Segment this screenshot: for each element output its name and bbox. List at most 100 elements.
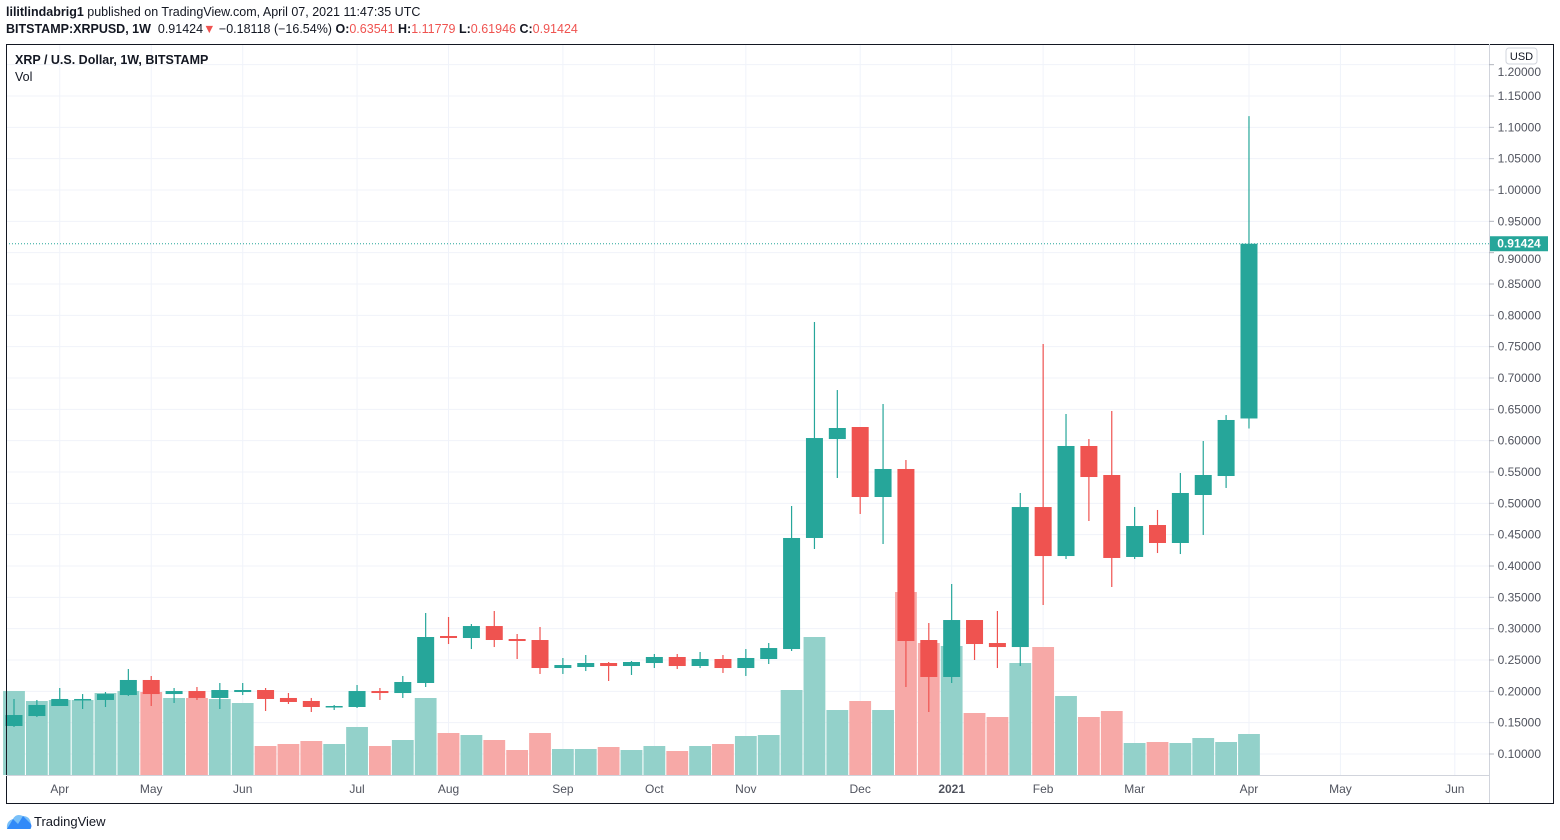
candle-up <box>1240 116 1258 429</box>
symbol-info: BITSTAMP:XRPUSD, 1W 0.91424▼ −0.18118 (−… <box>6 22 578 36</box>
volume-bar <box>277 744 300 775</box>
candle-down <box>257 688 275 712</box>
candle-body <box>1057 445 1075 557</box>
candle-up <box>5 698 23 727</box>
chart-legend-title: XRP / U.S. Dollar, 1W, BITSTAMP <box>15 53 209 67</box>
tradingview-logo-icon <box>6 815 32 829</box>
price-tick-label: 0.35000 <box>1498 590 1542 604</box>
candle-body <box>554 665 572 669</box>
price-tick-label: 1.20000 <box>1498 65 1542 79</box>
candle-up <box>828 390 846 479</box>
candle-down <box>485 610 503 648</box>
price-tick-label: 0.70000 <box>1498 371 1542 385</box>
candle-up <box>783 506 801 651</box>
volume-bar <box>849 701 872 775</box>
price-tick-label: 1.05000 <box>1498 152 1542 166</box>
volume-bar <box>1169 743 1192 775</box>
price-tick-label: 0.20000 <box>1498 684 1542 698</box>
time-tick-label: Aug <box>438 782 459 796</box>
candle-down <box>920 623 938 713</box>
time-tick-label: Dec <box>850 782 871 796</box>
candle-body <box>600 663 618 667</box>
candle-body <box>828 428 846 440</box>
candle-body <box>348 691 366 707</box>
price-axis[interactable]: 0.10000 0.15000 0.20000 0.25000 0.30000 0.350… <box>1489 64 1542 761</box>
volume-bar <box>1123 743 1146 775</box>
volume-bar <box>1009 663 1032 775</box>
volume-bar <box>94 693 117 775</box>
candle-body <box>645 656 663 664</box>
candle-body <box>760 648 778 659</box>
price-tick-label: 0.80000 <box>1498 308 1542 322</box>
candle-up <box>1194 440 1212 535</box>
candle-up <box>348 685 366 709</box>
volume-bar <box>437 733 460 775</box>
candle-body <box>874 468 892 498</box>
price-tick-label: 1.00000 <box>1498 183 1542 197</box>
candle-body <box>1011 507 1029 648</box>
volume-bar <box>140 692 163 775</box>
volume-bar <box>734 736 757 775</box>
candle-body <box>485 626 503 641</box>
candle-up <box>74 694 92 710</box>
volume-bar <box>803 637 826 775</box>
volume-bar <box>254 746 277 775</box>
volume-bar <box>506 750 529 775</box>
candle-up <box>1171 473 1189 555</box>
time-tick-label: Feb <box>1033 782 1054 796</box>
candle-body <box>371 691 389 694</box>
candle-up <box>1217 415 1235 488</box>
candle-down <box>371 688 389 700</box>
volume-bar <box>757 735 780 775</box>
candle-body <box>5 715 23 726</box>
candle-body <box>691 658 709 667</box>
candle-body <box>966 620 984 645</box>
volume-bar <box>940 646 963 775</box>
candle-body <box>74 698 92 701</box>
time-tick-label: 2021 <box>938 782 965 796</box>
volume-bar <box>186 698 208 775</box>
volume-bar <box>300 741 323 775</box>
candle-body <box>1080 445 1098 478</box>
volume-bar <box>117 691 140 775</box>
time-axis[interactable]: Apr May Jun Jul Aug Sep Oct Nov Dec 2021 Feb Mar Apr… <box>50 782 1464 796</box>
change-value: −0.18118 (−16.54%) <box>218 22 332 36</box>
candle-down <box>988 610 1006 669</box>
candle-up <box>394 675 412 698</box>
currency-badge[interactable]: USD <box>1505 47 1538 65</box>
candle-body <box>622 662 640 667</box>
candle-body <box>920 640 938 677</box>
open-label: O: <box>335 22 350 36</box>
last-price-label: 0.91424 <box>1497 237 1541 251</box>
candle-up <box>1011 492 1029 667</box>
candle-body <box>943 620 961 677</box>
candle-body <box>1171 492 1189 544</box>
candle-up <box>165 688 183 703</box>
candle-down <box>1149 509 1166 554</box>
symbol-label: BITSTAMP:XRPUSD, 1W <box>6 22 151 36</box>
time-tick-label: Jul <box>349 782 364 796</box>
price-tick-label: 1.10000 <box>1498 120 1542 134</box>
candle-body <box>257 690 275 699</box>
candle-body <box>188 691 206 698</box>
last-price-badge: 0.91424 <box>1490 236 1548 252</box>
triangle-down-icon: ▼ <box>203 22 216 36</box>
volume-bar <box>48 700 71 775</box>
candle-body <box>417 637 435 683</box>
price-tick-label: 0.30000 <box>1498 622 1542 636</box>
candle-up <box>760 643 778 665</box>
volume-bar <box>163 698 185 775</box>
candle-body <box>577 663 595 668</box>
volume-bar <box>231 703 254 775</box>
volume-bar <box>597 747 620 775</box>
candle-down <box>714 654 732 673</box>
candle-body <box>714 658 732 669</box>
candle-body <box>531 640 549 669</box>
volume-bar <box>1077 717 1100 775</box>
candle-body <box>211 690 229 698</box>
candle-body <box>394 681 412 694</box>
volume-bar <box>963 713 986 775</box>
candle-body <box>1034 507 1052 557</box>
candle-down <box>1034 344 1052 605</box>
